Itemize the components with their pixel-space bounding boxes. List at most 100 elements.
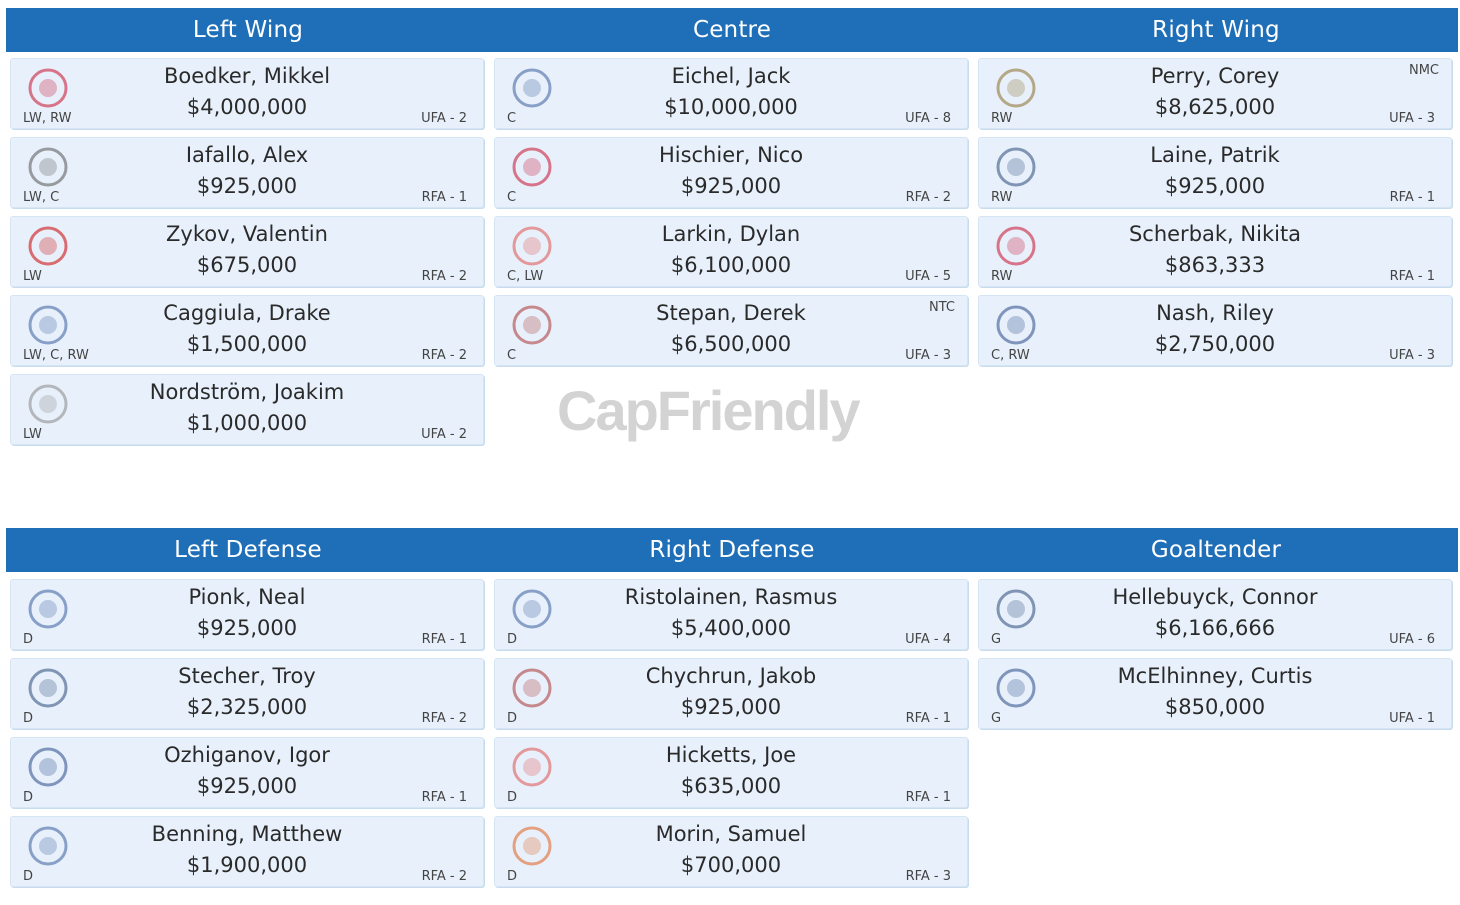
player-positions: D — [507, 790, 518, 805]
player-card[interactable]: Chychrun, Jakob $925,000 D RFA - 1 — [494, 658, 968, 729]
player-card[interactable]: Hellebuyck, Connor $6,166,666 G UFA - 6 — [978, 579, 1452, 650]
contract-status: RFA - 1 — [905, 790, 951, 805]
player-positions: D — [23, 632, 34, 647]
header-left-wing: Left Wing — [192, 17, 304, 43]
player-positions: D — [23, 790, 34, 805]
player-card[interactable]: Hicketts, Joe $635,000 D RFA - 1 — [494, 737, 968, 808]
player-card[interactable]: Laine, Patrik $925,000 RW RFA - 1 — [978, 137, 1452, 208]
bruins-logo-icon — [23, 379, 73, 429]
player-positions: C, LW — [507, 269, 544, 284]
player-salary: $925,000 — [680, 695, 782, 719]
player-salary: $1,900,000 — [186, 853, 308, 877]
player-salary: $1,000,000 — [186, 411, 308, 435]
contract-clause: NMC — [1408, 63, 1439, 78]
contract-status: RFA - 1 — [421, 190, 467, 205]
player-name[interactable]: Nash, Riley — [1156, 301, 1274, 325]
player-name[interactable]: Hellebuyck, Connor — [1112, 585, 1318, 609]
player-name[interactable]: Hischier, Nico — [658, 143, 804, 167]
player-positions: C, RW — [991, 348, 1030, 363]
player-salary: $2,325,000 — [186, 695, 308, 719]
header-right-defense: Right Defense — [649, 537, 815, 563]
player-card[interactable]: Caggiula, Drake $1,500,000 LW, C, RW RFA - … — [10, 295, 484, 366]
player-salary: $863,333 — [1164, 253, 1266, 277]
player-positions: C — [507, 111, 517, 126]
contract-status: UFA - 2 — [421, 427, 467, 442]
player-name[interactable]: Boedker, Mikkel — [163, 64, 331, 88]
header-goaltender: Goaltender — [1150, 537, 1282, 563]
flyers-logo-icon — [507, 821, 557, 871]
maple-leafs-logo-icon — [991, 663, 1041, 713]
jets-logo-icon — [991, 142, 1041, 192]
player-positions: D — [507, 869, 518, 884]
player-name[interactable]: Chychrun, Jakob — [645, 664, 817, 688]
player-card[interactable]: Zykov, Valentin $675,000 LW RFA - 2 — [10, 216, 484, 287]
player-name[interactable]: Perry, Corey — [1150, 64, 1280, 88]
red-wings-logo-icon — [507, 742, 557, 792]
contract-status: RFA - 2 — [421, 711, 467, 726]
player-positions: LW, C, RW — [23, 348, 89, 363]
player-card[interactable]: Stecher, Troy $2,325,000 D RFA - 2 — [10, 658, 484, 729]
player-positions: LW, RW — [23, 111, 72, 126]
player-name[interactable]: McElhinney, Curtis — [1117, 664, 1313, 688]
player-salary: $10,000,000 — [664, 95, 798, 119]
coyotes-logo-icon — [507, 663, 557, 713]
contract-status: RFA - 3 — [905, 869, 951, 884]
player-salary: $675,000 — [196, 253, 298, 277]
header-right-wing: Right Wing — [1152, 17, 1280, 43]
player-card[interactable]: Larkin, Dylan $6,100,000 C, LW UFA - 5 — [494, 216, 968, 287]
player-card[interactable]: Ozhiganov, Igor $925,000 D RFA - 1 — [10, 737, 484, 808]
player-name[interactable]: Laine, Patrik — [1150, 143, 1280, 167]
player-name[interactable]: Scherbak, Nikita — [1128, 222, 1302, 246]
player-name[interactable]: Nordström, Joakim — [149, 380, 345, 404]
player-name[interactable]: Benning, Matthew — [151, 822, 343, 846]
player-name[interactable]: Zykov, Valentin — [166, 222, 328, 246]
player-name[interactable]: Iafallo, Alex — [185, 143, 309, 167]
player-card[interactable]: Boedker, Mikkel $4,000,000 LW, RW UFA - 2 — [10, 58, 484, 129]
contract-status: RFA - 2 — [905, 190, 951, 205]
player-card[interactable]: Iafallo, Alex $925,000 LW, C RFA - 1 — [10, 137, 484, 208]
player-salary: $6,100,000 — [670, 253, 792, 277]
player-card[interactable]: Eichel, Jack $10,000,000 C UFA - 8 — [494, 58, 968, 129]
player-name[interactable]: Pionk, Neal — [188, 585, 306, 609]
player-salary: $5,400,000 — [670, 616, 792, 640]
contract-status: RFA - 1 — [905, 711, 951, 726]
player-name[interactable]: Hicketts, Joe — [665, 743, 797, 767]
player-salary: $850,000 — [1164, 695, 1266, 719]
player-name[interactable]: Caggiula, Drake — [163, 301, 331, 325]
player-salary: $6,166,666 — [1154, 616, 1276, 640]
player-card[interactable]: Perry, Corey $8,625,000 RW UFA - 3 NMC — [978, 58, 1452, 129]
forwards-header: Left Wing Centre Right Wing — [6, 8, 1458, 52]
ducks-logo-icon — [991, 63, 1041, 113]
player-card[interactable]: Ristolainen, Rasmus $5,400,000 D UFA - 4 — [494, 579, 968, 650]
contract-status: RFA - 2 — [421, 869, 467, 884]
player-name[interactable]: Stepan, Derek — [656, 301, 806, 325]
header-left-defense: Left Defense — [174, 537, 322, 563]
contract-status: RFA - 1 — [421, 632, 467, 647]
player-card[interactable]: McElhinney, Curtis $850,000 G UFA - 1 — [978, 658, 1452, 729]
player-name[interactable]: Ristolainen, Rasmus — [624, 585, 838, 609]
player-name[interactable]: Ozhiganov, Igor — [164, 743, 330, 767]
contract-status: RFA - 1 — [1389, 269, 1435, 284]
player-salary: $925,000 — [680, 174, 782, 198]
player-card[interactable]: Morin, Samuel $700,000 D RFA - 3 — [494, 816, 968, 887]
player-card[interactable]: Scherbak, Nikita $863,333 RW RFA - 1 — [978, 216, 1452, 287]
devils-logo-icon — [507, 142, 557, 192]
kings-logo-icon — [23, 142, 73, 192]
player-name[interactable]: Morin, Samuel — [655, 822, 807, 846]
player-card[interactable]: Hischier, Nico $925,000 C RFA - 2 — [494, 137, 968, 208]
capfriendly-watermark: CapFriendly — [557, 379, 861, 442]
player-card[interactable]: Stepan, Derek $6,500,000 C UFA - 3 NTC — [494, 295, 968, 366]
player-name[interactable]: Stecher, Troy — [178, 664, 316, 688]
player-salary: $925,000 — [196, 616, 298, 640]
player-name[interactable]: Eichel, Jack — [671, 64, 791, 88]
player-card[interactable]: Nordström, Joakim $1,000,000 LW UFA - 2 — [10, 374, 484, 445]
contract-status: UFA - 8 — [905, 111, 951, 126]
player-name[interactable]: Larkin, Dylan — [661, 222, 801, 246]
player-card[interactable]: Nash, Riley $2,750,000 C, RW UFA - 3 — [978, 295, 1452, 366]
player-positions: RW — [991, 111, 1013, 126]
coyotes-logo-icon — [507, 300, 557, 350]
player-positions: LW — [23, 269, 42, 284]
player-card[interactable]: Pionk, Neal $925,000 D RFA - 1 — [10, 579, 484, 650]
player-card[interactable]: Benning, Matthew $1,900,000 D RFA - 2 — [10, 816, 484, 887]
player-positions: G — [991, 711, 1002, 726]
